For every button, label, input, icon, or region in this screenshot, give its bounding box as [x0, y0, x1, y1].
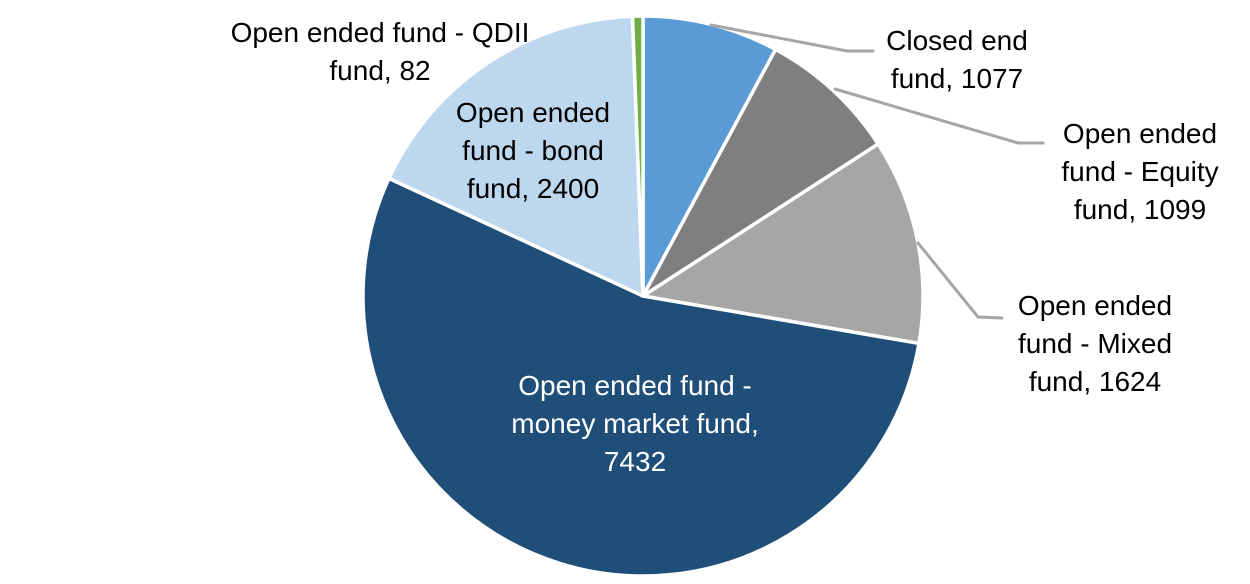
leader-line-closed-end-fund: [709, 23, 875, 53]
leader-line-equity-fund: [833, 87, 1045, 145]
leader-line-mixed-fund: [916, 241, 1004, 320]
pie-slice-bond-fund[interactable]: [387, 14, 645, 298]
pie-slice-qdii-fund[interactable]: [630, 14, 645, 298]
pie-slice-equity-fund[interactable]: [641, 47, 880, 298]
pie-slice-money-market-fund[interactable]: [361, 176, 921, 578]
pie-slice-mixed-fund[interactable]: [641, 142, 925, 346]
